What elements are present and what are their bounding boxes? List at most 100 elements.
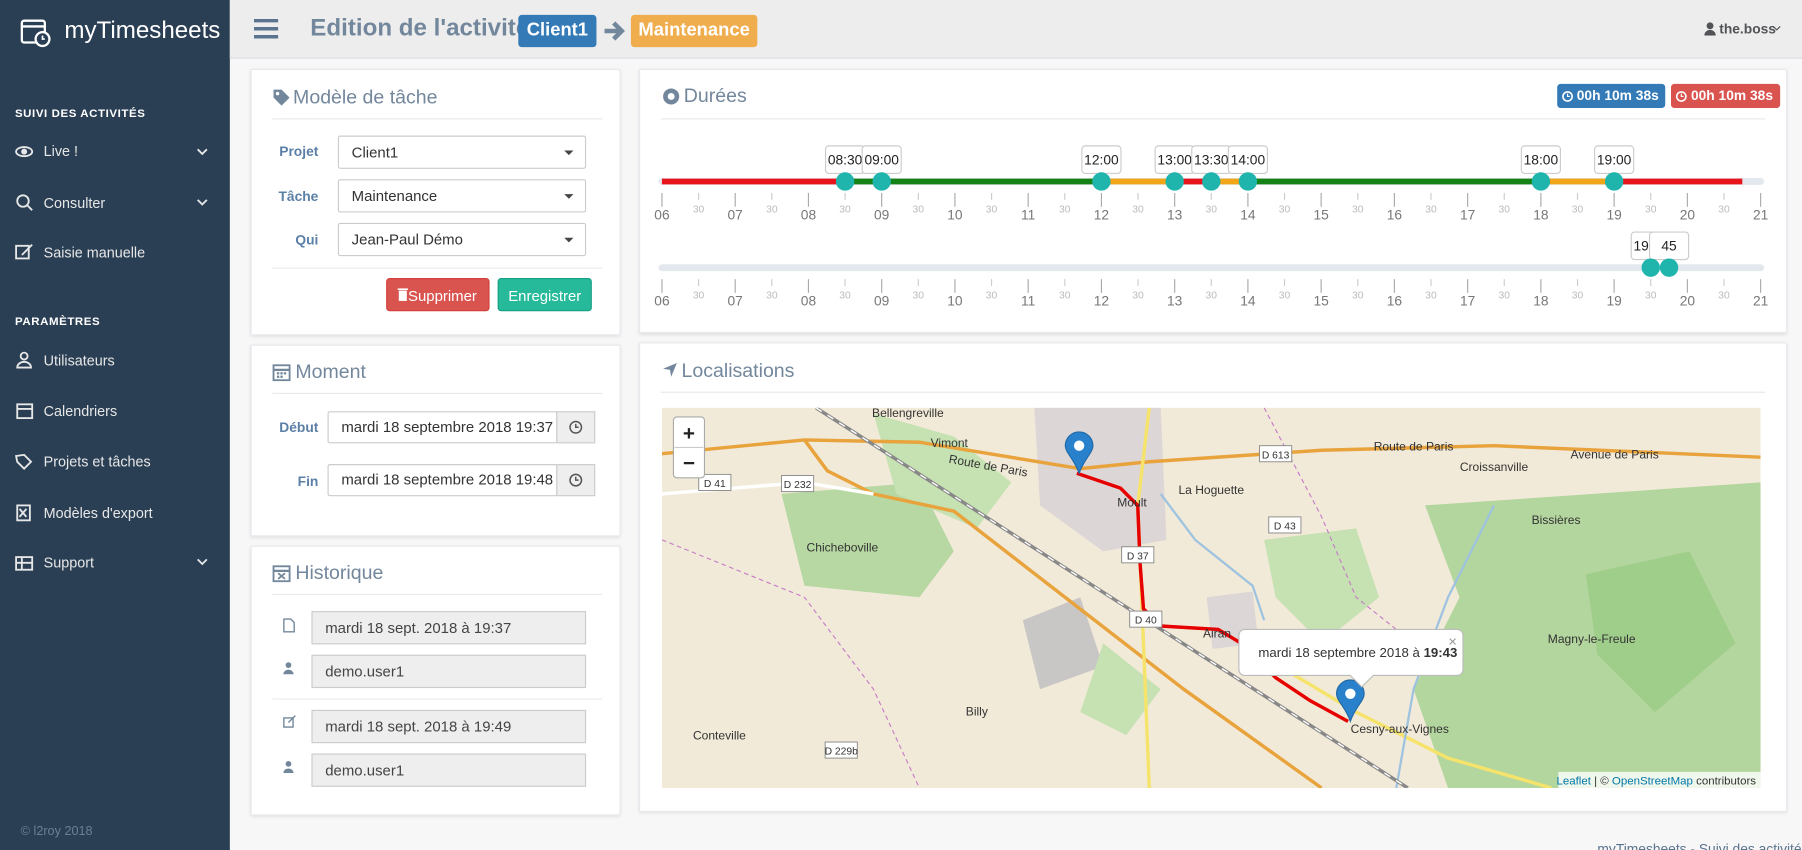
timeline-sliders: 06 30 07 30 08 30 09 30 10 30 11 30 12 30 13 30 14 30 15 30… <box>654 145 1768 309</box>
hour-label: 13 <box>1167 207 1183 222</box>
slider-handle[interactable] <box>1165 172 1184 191</box>
railway <box>815 407 1409 788</box>
half-label: 30 <box>1499 205 1511 216</box>
select[interactable]: Maintenance <box>337 179 587 213</box>
half-label: 30 <box>1352 205 1364 216</box>
nav-item[interactable]: Support <box>43 554 94 571</box>
slider-handle[interactable] <box>835 172 855 191</box>
nav-item[interactable]: Calendriers <box>43 403 118 420</box>
select[interactable]: Client1 <box>337 135 587 169</box>
sidebar-footer: © l2roy 2018 <box>21 825 93 839</box>
nav-item[interactable]: Modèles d'export <box>43 505 153 522</box>
field-label: Début <box>279 419 319 436</box>
forest-area <box>1080 643 1161 736</box>
footer[interactable]: myTimesheets - Suivi des activités <box>1597 840 1802 850</box>
half-label: 30 <box>766 205 778 216</box>
zoom-in[interactable]: + <box>683 422 695 445</box>
popup-close[interactable]: × <box>1448 634 1457 651</box>
readonly-field: demo.user1 <box>311 654 587 689</box>
slider-handle[interactable] <box>1092 172 1111 191</box>
divider <box>660 118 1766 120</box>
divider <box>272 267 603 269</box>
half-label: 30 <box>1572 291 1584 302</box>
datetime-input[interactable]: mardi 18 septembre 2018 19:37 <box>327 411 558 444</box>
half-label: 30 <box>839 205 851 216</box>
slider-handle[interactable] <box>872 172 891 191</box>
handle-label: 14:00 <box>1231 152 1266 167</box>
half-label: 30 <box>1059 205 1071 216</box>
road-shield <box>824 741 858 759</box>
half-label: 30 <box>766 291 778 302</box>
slider-handle[interactable] <box>1238 172 1258 191</box>
road-label: D 613 <box>1262 450 1290 461</box>
nav-item[interactable]: Utilisateurs <box>43 352 115 369</box>
place-label: Bissières <box>1532 513 1581 527</box>
field-label: Fin <box>297 473 319 490</box>
half-label: 30 <box>1279 291 1291 302</box>
road <box>803 438 1323 788</box>
save-button[interactable]: Enregistrer <box>497 277 592 312</box>
road-label: D 229b <box>825 747 859 758</box>
handle-label: 45 <box>1661 238 1677 253</box>
hour-label: 12 <box>1094 294 1109 309</box>
popup-text: mardi 18 septembre 2018 à 19:43 <box>1258 645 1457 660</box>
menu-toggle[interactable] <box>253 17 279 40</box>
task-model-panel: Modèle de tâche Projet Client1 Tâche Mai… <box>250 68 621 336</box>
road-label: D 37 <box>1127 551 1149 562</box>
slider-handle[interactable] <box>1659 258 1679 277</box>
half-label: 30 <box>1352 291 1364 302</box>
client-badge: Client1 <box>518 14 597 48</box>
location-arrow-icon <box>663 362 677 377</box>
hour-label: 18 <box>1533 294 1549 309</box>
location-marker[interactable] <box>1335 679 1365 724</box>
field-label: Qui <box>295 232 319 249</box>
slider-handle[interactable] <box>1641 258 1660 277</box>
hour-label: 10 <box>947 294 963 309</box>
select[interactable]: Jean-Paul Démo <box>337 222 587 257</box>
attribution-box <box>1558 771 1761 788</box>
half-label: 30 <box>1279 205 1291 216</box>
slider-handle[interactable] <box>1202 172 1221 191</box>
durations-panel: Durées 00h 10m 38s 00h 10m 38s <box>638 68 1788 334</box>
attribution-link[interactable]: Leaflet <box>1556 776 1591 788</box>
datetime-input[interactable]: mardi 18 septembre 2018 19:48 <box>327 464 558 497</box>
badge-text: 00h 10m 38s <box>1576 87 1659 104</box>
attribution-link[interactable]: OpenStreetMap <box>1612 776 1693 788</box>
handle-label: 13:00 <box>1157 152 1192 167</box>
road-shield <box>1259 445 1293 463</box>
road-shield <box>1129 610 1163 628</box>
nav-item[interactable]: Consulter <box>43 195 106 212</box>
select-carets <box>564 150 574 243</box>
map[interactable]: Bellengreville Vimont D 613 Route de Paris A… <box>661 407 1761 788</box>
half-label: 30 <box>913 205 925 216</box>
half-label: 30 <box>1059 291 1071 302</box>
clock-icons <box>569 420 583 487</box>
zoom-out[interactable]: − <box>683 452 695 475</box>
location-marker[interactable] <box>1064 431 1094 476</box>
slider-handle[interactable] <box>1531 172 1551 191</box>
section-title: PARAMÈTRES <box>14 315 101 329</box>
half-label: 30 <box>1425 205 1437 216</box>
user-menu[interactable]: the.boss <box>1719 20 1776 37</box>
nav-item[interactable]: Live ! <box>43 143 79 160</box>
hour-label: 12 <box>1094 207 1109 222</box>
brand[interactable]: myTimesheets <box>64 17 221 44</box>
road-shield <box>781 475 815 493</box>
slider-handle[interactable] <box>1604 172 1624 191</box>
attribution-end: contributors <box>1693 776 1756 788</box>
clock-icon <box>1676 90 1688 102</box>
clock-icon <box>1562 90 1573 102</box>
road-label: D 232 <box>784 480 812 491</box>
popup-time: 19:43 <box>1424 645 1458 660</box>
hour-label: 14 <box>1240 207 1256 222</box>
brand-icon <box>20 19 51 48</box>
river <box>1159 493 1266 621</box>
hour-label: 09 <box>874 207 889 222</box>
boundary <box>661 539 920 788</box>
caret <box>1772 26 1781 31</box>
nav-item[interactable]: Projets et tâches <box>43 453 151 470</box>
user-icon <box>1704 22 1716 36</box>
tag-icon <box>273 89 290 106</box>
nav-item[interactable]: Saisie manuelle <box>43 244 146 261</box>
